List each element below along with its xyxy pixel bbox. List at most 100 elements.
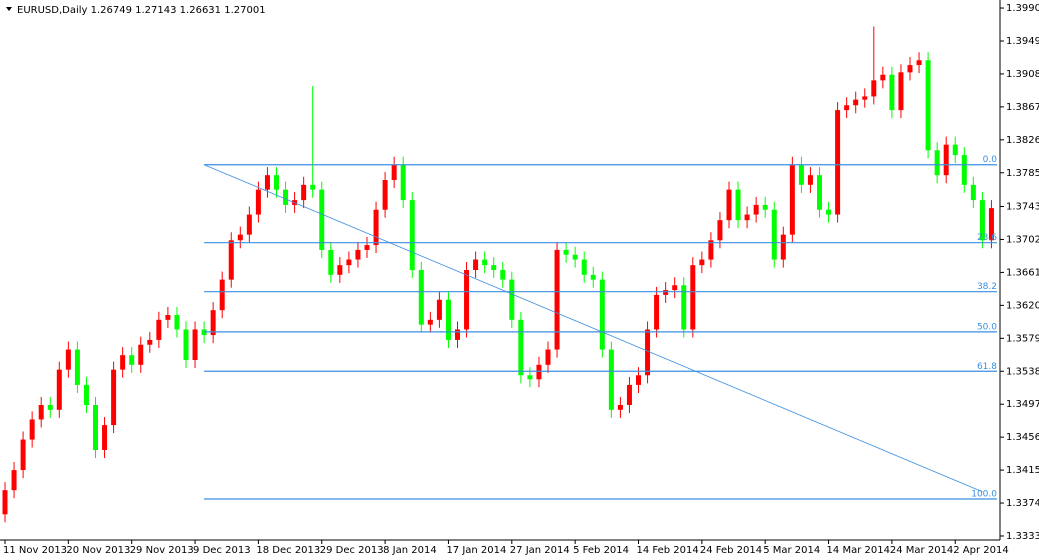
x-tick-label: 11 Nov 2013	[3, 545, 67, 556]
candle-body	[346, 259, 352, 266]
candle-body	[952, 144, 958, 156]
y-tick-label: 1.39900	[1006, 3, 1039, 14]
candle-body	[545, 349, 551, 365]
y-tick-label: 1.33740	[1006, 498, 1039, 509]
candle-body	[47, 405, 53, 410]
candle-body	[56, 369, 62, 410]
candle-body	[93, 405, 98, 450]
x-tick-label: 29 Dec 2013	[320, 545, 384, 556]
candle-body	[527, 375, 533, 380]
y-tick-label: 1.37850	[1006, 168, 1039, 179]
candle-body	[274, 175, 279, 190]
candle-body	[482, 259, 488, 266]
candle-body	[536, 364, 542, 380]
candle-body	[328, 249, 334, 275]
candle-body	[301, 184, 307, 201]
candle-body	[898, 72, 904, 111]
candle-body	[418, 270, 424, 325]
candle-body	[717, 220, 723, 241]
candle-body	[337, 265, 343, 275]
candle-body	[916, 60, 922, 66]
candle-body	[237, 234, 243, 241]
x-tick-label: 17 Jan 2014	[446, 545, 506, 556]
candle-body	[654, 294, 660, 330]
x-tick-label: 9 Dec 2013	[193, 545, 251, 556]
candle-body	[753, 204, 759, 215]
candle-body	[744, 214, 750, 221]
candle-body	[111, 369, 117, 426]
candle-body	[943, 144, 949, 176]
x-tick-label: 24 Feb 2014	[700, 545, 762, 556]
y-tick-label: 1.35790	[1006, 333, 1039, 344]
candle-body	[572, 254, 578, 260]
candle-body	[979, 200, 985, 241]
candle-body	[455, 329, 460, 340]
candle-body	[255, 189, 261, 215]
fib-label: 0.0	[983, 155, 998, 165]
chart-title: EURUSD,Daily 1.26749 1.27143 1.26631 1.2…	[17, 5, 266, 16]
candle-body	[264, 175, 270, 190]
candle-body	[147, 339, 153, 345]
fib-label: 61.8	[977, 362, 997, 372]
candle-body	[970, 184, 976, 201]
y-tick-label: 1.38260	[1006, 135, 1039, 146]
candle-body	[817, 175, 822, 210]
candle-body	[165, 315, 171, 320]
x-tick-label: 24 Mar 2014	[890, 545, 953, 556]
candle-body	[391, 164, 397, 180]
candle-body	[11, 470, 17, 491]
y-tick-label: 1.34560	[1006, 432, 1039, 443]
candle-body	[907, 65, 913, 73]
candle-body	[174, 315, 180, 330]
y-tick-label: 1.36200	[1006, 300, 1039, 311]
y-tick-label: 1.34150	[1006, 465, 1039, 476]
candle-body	[491, 265, 497, 270]
candle-body	[102, 425, 108, 450]
candle-body	[310, 184, 316, 190]
candle-body	[373, 209, 379, 246]
candle-body	[210, 310, 216, 336]
x-tick-label: 29 Nov 2013	[130, 545, 194, 556]
candle-body	[771, 209, 777, 260]
menu-arrow	[6, 7, 12, 11]
candle-body	[835, 110, 841, 215]
x-tick-label: 18 Dec 2013	[256, 545, 320, 556]
candle-body	[29, 419, 35, 440]
y-tick-label: 1.36610	[1006, 267, 1039, 278]
candle-body	[228, 240, 234, 280]
candle-body	[38, 405, 44, 420]
candle-body	[762, 204, 768, 210]
candle-body	[617, 405, 623, 410]
candle-body	[961, 155, 967, 185]
y-tick-label: 1.38670	[1006, 102, 1039, 113]
candle-body	[246, 214, 252, 235]
candle-body	[518, 319, 524, 376]
fib-label: 50.0	[977, 322, 997, 332]
candle-body	[988, 208, 994, 241]
candle-body	[138, 344, 144, 365]
candle-body	[382, 180, 388, 210]
candle-body	[681, 285, 687, 330]
candle-body	[925, 60, 931, 151]
candle-body	[780, 234, 786, 260]
candle-body	[626, 384, 632, 405]
candle-body	[871, 80, 877, 97]
candle-body	[789, 164, 795, 235]
y-tick-label: 1.37020	[1006, 234, 1039, 245]
candle-body	[581, 259, 587, 275]
candle-body	[645, 329, 651, 376]
candle-body	[83, 384, 89, 405]
candle-body	[934, 150, 940, 176]
candle-body	[156, 319, 162, 340]
candle-body	[400, 164, 406, 201]
candle-body	[636, 375, 641, 385]
trend-line	[203, 164, 983, 493]
y-tick-label: 1.39490	[1006, 36, 1039, 47]
candle-body	[500, 270, 506, 280]
y-tick-label: 1.33330	[1006, 531, 1039, 542]
x-tick-label: 5 Mar 2014	[763, 545, 820, 556]
fib-label: 100.0	[971, 490, 997, 500]
candle-body	[192, 329, 198, 360]
